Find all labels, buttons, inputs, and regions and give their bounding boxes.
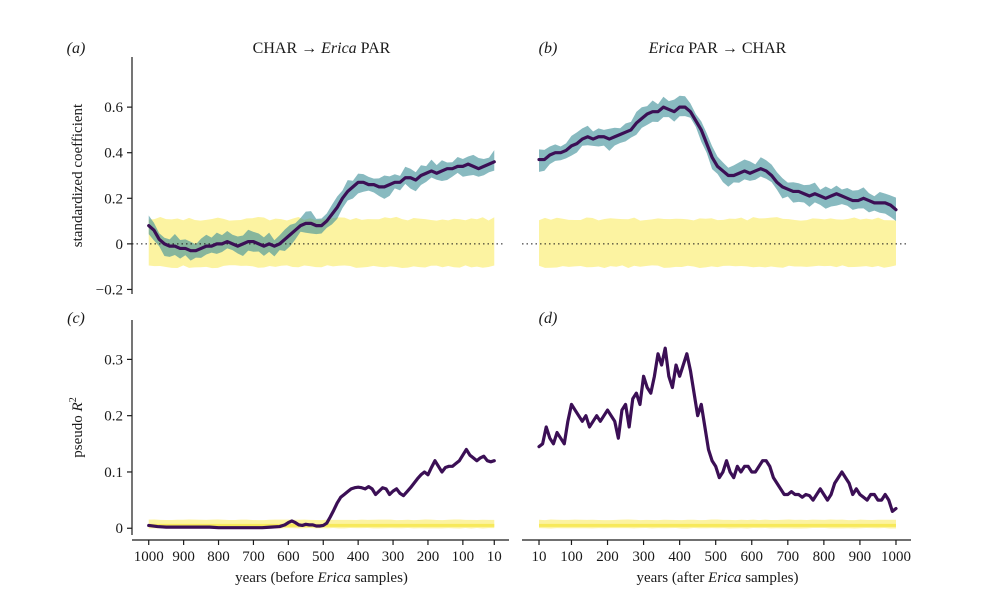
x-tick-label: 700 <box>242 549 265 565</box>
x-tick-label: 100 <box>452 549 475 565</box>
x-tick-label: 600 <box>741 549 764 565</box>
y-tick-label: −0.2 <box>96 282 123 298</box>
x-tick-label: 700 <box>777 549 800 565</box>
x-tick-label: 10 <box>487 549 502 565</box>
y-tick-label: 0.3 <box>104 352 123 368</box>
panel-d: 10 100 200 300 400 500 600 700 800 900 1000 years (… <box>522 310 911 586</box>
x-tick-label: 10 <box>532 549 547 565</box>
panel-title: Erica PAR → CHAR <box>648 40 787 57</box>
x-tick-label: 900 <box>172 549 195 565</box>
null-band <box>539 217 896 269</box>
y-tick-label: 0 <box>116 237 124 253</box>
panel-c: 0 0.1 0.2 0.3 1000 900 800 700 600 500 400 300 200 10… <box>67 310 509 586</box>
x-tick-label: 300 <box>382 549 405 565</box>
series-line <box>537 346 898 513</box>
panel-a: −0.2 0 0.2 0.4 0.6 (a) CHAR → Erica PAR standar… <box>67 40 505 298</box>
y-tick-label: 0.4 <box>104 146 123 162</box>
y-tick-label: 0.1 <box>104 465 123 481</box>
x-tick-label: 400 <box>668 549 691 565</box>
x-tick-label: 500 <box>312 549 335 565</box>
x-tick-label: 300 <box>632 549 655 565</box>
x-tick-label: 200 <box>596 549 619 565</box>
x-tick-label: 900 <box>849 549 872 565</box>
y-tick-label: 0.6 <box>104 100 123 116</box>
x-tick-label: 1000 <box>881 549 911 565</box>
x-tick-label: 100 <box>560 549 583 565</box>
panel-label: (c) <box>67 310 85 327</box>
series-line <box>147 160 496 253</box>
panel-label: (a) <box>67 40 86 57</box>
x-axis-label: years (before Erica samples) <box>235 570 408 586</box>
x-axis-label: years (after Erica samples) <box>636 570 798 586</box>
x-tick-label: 600 <box>277 549 300 565</box>
series-line <box>537 105 898 212</box>
panel-title: CHAR → Erica PAR <box>253 40 391 57</box>
y-tick-label: 0 <box>116 521 124 537</box>
series-line <box>147 447 496 530</box>
x-tick-label: 400 <box>347 549 370 565</box>
panel-label: (b) <box>539 40 558 57</box>
confidence-band <box>539 95 896 221</box>
x-tick-label: 1000 <box>134 549 164 565</box>
panel-label: (d) <box>539 310 558 327</box>
y-axis-label: standardized coefficient <box>70 103 86 247</box>
x-tick-label: 500 <box>704 549 727 565</box>
panel-b: (b) Erica PAR → CHAR <box>522 40 907 269</box>
null-band <box>148 216 495 269</box>
x-tick-label: 800 <box>207 549 230 565</box>
y-axis-label: pseudo R2 <box>68 397 86 457</box>
y-tick-label: 0.2 <box>104 191 123 207</box>
y-tick-label: 0.2 <box>104 409 123 425</box>
x-tick-label: 200 <box>417 549 440 565</box>
x-tick-label: 800 <box>813 549 836 565</box>
